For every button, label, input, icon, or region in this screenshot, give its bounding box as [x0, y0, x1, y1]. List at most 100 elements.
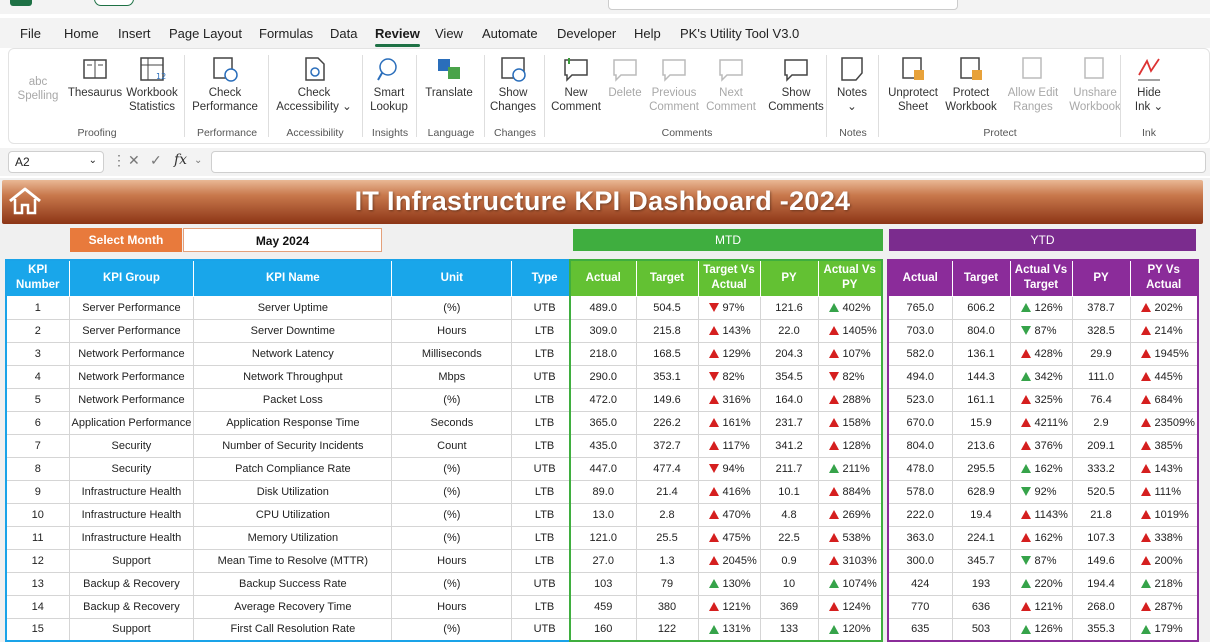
chevron-down-icon[interactable]: ⌄	[194, 155, 203, 166]
arrow-up-icon	[708, 510, 719, 519]
ytd-target: 213.6	[951, 433, 1011, 458]
percentage-value: 428%	[1034, 347, 1063, 360]
ribbon-button-hide-ink[interactable]: Hide Ink ⌄	[1127, 53, 1171, 114]
ribbon-button-protect-workbook[interactable]: Protect Workbook	[939, 53, 1003, 114]
kpi-group: Security	[68, 433, 195, 458]
smart-icon	[377, 58, 397, 81]
ytd-actual: 523.0	[887, 387, 953, 412]
tab-view[interactable]: View	[435, 26, 463, 41]
ytd-actual-vs-target-cell: 376%	[1013, 440, 1070, 452]
ytd-py: 107.3	[1071, 525, 1131, 550]
chevron-down-icon[interactable]: ⌄	[88, 155, 97, 166]
mtd-py: 211.7	[759, 456, 819, 481]
table-row: 670.0 15.9 4211% 2.9 23509%	[887, 410, 1199, 435]
ribbon-button-check-accessibility[interactable]: Check Accessibility ⌄	[271, 53, 357, 114]
menu-bar: File Home Insert Page Layout Formulas Data Rev…	[0, 18, 1210, 48]
ribbon-group-ink: Ink	[1141, 127, 1156, 139]
ribbon-button-show-changes[interactable]: Show Changes	[487, 53, 539, 114]
percentage-value: 87%	[1034, 324, 1057, 337]
tab-formulas[interactable]: Formulas	[259, 26, 314, 41]
tab-developer[interactable]: Developer	[557, 26, 617, 41]
arrow-up-icon	[1140, 395, 1151, 404]
kpi-name: Server Uptime	[193, 295, 393, 320]
mtd-target-vs-actual-cell: 416%	[701, 486, 758, 498]
tab-page-layout[interactable]: Page Layout	[169, 26, 243, 41]
arrow-up-icon	[828, 395, 839, 404]
percentage-value: 121%	[722, 600, 751, 613]
arrow-up-icon	[1020, 510, 1031, 519]
enter-check-icon[interactable]: ✓	[150, 152, 162, 168]
tab-automate[interactable]: Automate	[482, 26, 538, 41]
ribbon-button-previous-comment[interactable]: Previous Comment	[645, 53, 703, 114]
ytd-py-vs-actual-cell: 1945%	[1133, 348, 1195, 360]
arrow-up-icon	[708, 441, 719, 450]
kpi-name: Mean Time to Resolve (MTTR)	[193, 548, 393, 573]
tab-data[interactable]: Data	[330, 26, 358, 41]
tab-file[interactable]: File	[20, 26, 41, 41]
ribbon-button-show-comments[interactable]: Show Comments	[765, 53, 827, 114]
tab-home[interactable]: Home	[64, 26, 99, 41]
ribbon-separator	[544, 55, 545, 137]
ribbon-button-abc-spelling[interactable]: abc Spelling	[15, 53, 61, 103]
ribbon-button-workbook-statistics[interactable]: 123 Workbook Statistics	[121, 53, 183, 114]
ytd-py-vs-actual: 338%	[1129, 525, 1199, 550]
ribbon-button-unshare-workbook[interactable]: Unshare Workbook	[1063, 53, 1127, 114]
ytd-target: 503	[951, 617, 1011, 642]
ribbon-button-notes[interactable]: Notes ⌄	[829, 53, 875, 114]
ytd-py: 111.0	[1071, 364, 1131, 389]
home-icon[interactable]	[8, 186, 42, 216]
ytd-actual-vs-target: 162%	[1009, 525, 1073, 550]
mtd-target-vs-actual: 82%	[697, 364, 761, 389]
kpi-number: 5	[5, 387, 70, 412]
ribbon-group-proofing: Proofing	[77, 127, 117, 139]
ribbon-button-unprotect-sheet[interactable]: Unprotect Sheet	[881, 53, 945, 114]
insert-function-icon[interactable]: fx	[174, 152, 188, 168]
ribbon-button-next-comment[interactable]: Next Comment	[703, 53, 759, 114]
kpi-unit: Hours	[391, 594, 513, 619]
tab-review[interactable]: Review	[375, 26, 420, 47]
table-row: 447.0 477.4 94% 211.7 211%	[569, 456, 883, 481]
arrow-up-icon	[1140, 556, 1151, 565]
mtd-actual: 365.0	[569, 410, 637, 435]
kpi-group: Backup & Recovery	[68, 594, 195, 619]
ribbon-button-delete[interactable]: Delete	[605, 53, 645, 100]
ribbon-button-label: Check	[208, 87, 242, 99]
ytd-actual-vs-target-cell: 428%	[1013, 348, 1070, 360]
arrow-up-icon	[708, 418, 719, 427]
ribbon-button-allow-edit-ranges[interactable]: Allow Edit Ranges	[1001, 53, 1065, 114]
previous-icon	[662, 59, 686, 82]
percentage-value: 287%	[1154, 600, 1183, 613]
mtd-actual-vs-py-cell: 124%	[821, 601, 880, 613]
autosave-toggle[interactable]	[94, 0, 134, 6]
tab-help[interactable]: Help	[634, 26, 661, 41]
mtd-py: 133	[759, 617, 819, 642]
ytd-actual-vs-target-cell: 92%	[1013, 486, 1070, 498]
mtd-target: 79	[635, 571, 699, 596]
name-box[interactable]: A2 ⌄	[8, 151, 104, 173]
percentage-value: 385%	[1154, 439, 1183, 452]
column-header-kpi-number: KPI Number	[5, 259, 70, 297]
ribbon-button-smart-lookup[interactable]: Smart Lookup	[365, 53, 413, 114]
more-options-icon[interactable]: ⋮	[112, 152, 126, 168]
search-box[interactable]	[608, 0, 958, 10]
ribbon-button-label: Check	[297, 87, 331, 99]
table-row: 27.0 1.3 2045% 0.9 3103%	[569, 548, 883, 573]
ribbon-button-label: Changes	[489, 101, 537, 113]
ribbon-separator	[268, 55, 269, 137]
tab-insert[interactable]: Insert	[118, 26, 151, 41]
arrow-up-icon	[1020, 372, 1031, 381]
month-dropdown[interactable]: May 2024	[183, 228, 382, 252]
kpi-unit: Hours	[391, 318, 513, 343]
arrow-up-icon	[1140, 441, 1151, 450]
ribbon-button-check-performance[interactable]: Check Performance	[187, 53, 263, 114]
percentage-value: 402%	[842, 301, 871, 314]
formula-input[interactable]	[211, 151, 1206, 173]
ribbon-button-thesaurus[interactable]: Thesaurus	[67, 53, 123, 100]
cancel-icon[interactable]: ✕	[128, 152, 140, 168]
tab-pk-s-utility-tool-v3-0[interactable]: PK's Utility Tool V3.0	[680, 26, 800, 41]
arrow-up-icon	[1020, 533, 1031, 542]
ribbon-button-new-comment[interactable]: New Comment	[547, 53, 605, 114]
arrow-up-icon	[708, 602, 719, 611]
ribbon-button-translate[interactable]: Translate	[419, 53, 479, 100]
mtd-target-vs-actual-cell: 117%	[701, 440, 758, 452]
